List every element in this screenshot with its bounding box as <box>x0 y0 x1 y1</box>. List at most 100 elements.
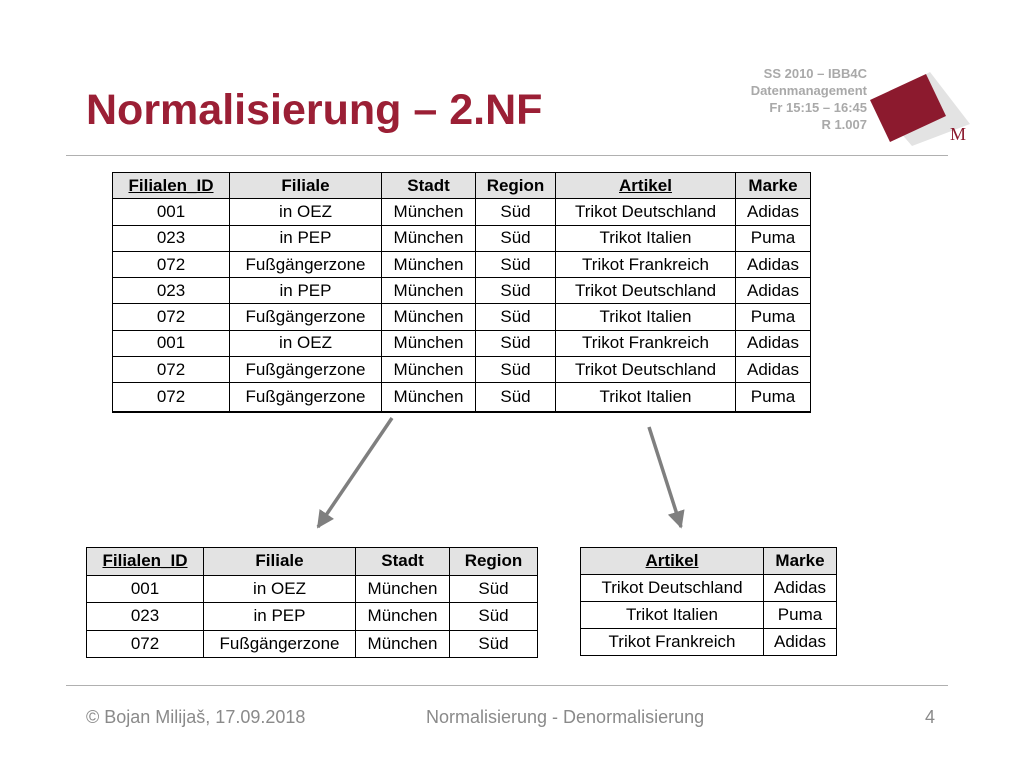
arrow-to-filiale-table <box>316 417 394 529</box>
table-cell: München <box>381 277 476 305</box>
column-header: Filiale <box>229 171 382 200</box>
table-cell: 072 <box>112 250 230 279</box>
table-row: 072 Fußgängerzone München Süd Trikot Deutsch… <box>112 356 811 384</box>
footer-topic: Normalisierung - Denormalisierung <box>426 707 705 727</box>
table-header-row: Filialen_ID Filiale Stadt Region Artikel… <box>112 171 811 200</box>
table-row: 023 in PEP München Süd <box>86 602 538 631</box>
table-cell: Trikot Frankreich <box>555 329 736 358</box>
column-header: Stadt <box>355 547 450 576</box>
table-cell: Trikot Italien <box>555 224 736 252</box>
table-cell: Süd <box>449 629 538 658</box>
page-title: Normalisierung – 2.NF <box>86 86 543 134</box>
table-cell: 001 <box>112 329 230 358</box>
table-cell: 023 <box>86 602 204 631</box>
table-cell: 023 <box>112 277 230 305</box>
university-logo: M <box>870 72 970 146</box>
table-cell: München <box>355 574 450 603</box>
table-cell: Fußgängerzone <box>229 250 382 279</box>
table-cell: Süd <box>475 224 556 252</box>
table-cell: Adidas <box>763 574 837 602</box>
table-cell: Puma <box>735 303 811 331</box>
column-header: Artikel <box>555 171 736 200</box>
table-cell: Süd <box>449 602 538 631</box>
table-cell: in OEZ <box>229 198 382 226</box>
table-cell: Trikot Deutschland <box>555 277 736 305</box>
table-cell: Süd <box>475 356 556 384</box>
table-cell: Trikot Italien <box>555 303 736 331</box>
table-cell: Süd <box>449 574 538 603</box>
table-cell: Trikot Deutschland <box>555 198 736 226</box>
table-cell: Puma <box>735 382 811 414</box>
column-header: Region <box>449 547 538 576</box>
table-body: 001 in OEZ München Süd 023 in PEP München Süd 07… <box>86 574 538 658</box>
table-cell: Puma <box>735 224 811 252</box>
table-cell: 023 <box>112 224 230 252</box>
table-cell: Fußgängerzone <box>229 356 382 384</box>
table-row: 072 Fußgängerzone München Süd Trikot Italien… <box>112 303 811 331</box>
table-cell: in PEP <box>229 224 382 252</box>
table-cell: Adidas <box>735 329 811 358</box>
table-cell: in OEZ <box>203 574 356 603</box>
table-cell: Adidas <box>763 628 837 656</box>
table-row: 072 Fußgängerzone München Süd <box>86 629 538 658</box>
table-body: 001 in OEZ München Süd Trikot Deutschland Adi… <box>112 198 811 414</box>
table-row: Trikot Italien Puma <box>580 601 837 629</box>
table-cell: Trikot Deutschland <box>580 574 764 602</box>
table-header-row: Filialen_ID Filiale Stadt Region <box>86 547 538 576</box>
table-cell: in PEP <box>229 277 382 305</box>
table-cell: München <box>381 356 476 384</box>
table-cell: 001 <box>86 574 204 603</box>
table-cell: 072 <box>112 356 230 384</box>
table-cell: 072 <box>112 303 230 331</box>
table-cell: München <box>381 250 476 279</box>
course-line: Datenmanagement <box>750 83 867 98</box>
table-row: 072 Fußgängerzone München Süd Trikot Frankre… <box>112 250 811 279</box>
column-header: Region <box>475 171 556 200</box>
logo-front-shape <box>870 74 946 142</box>
table-cell: Adidas <box>735 198 811 226</box>
course-line: Fr 15:15 – 16:45 <box>769 100 867 115</box>
table-row: 023 in PEP München Süd Trikot Italien Puma <box>112 224 811 252</box>
table-cell: München <box>381 224 476 252</box>
table-cell: Süd <box>475 382 556 414</box>
table-cell: Adidas <box>735 250 811 279</box>
footer-divider <box>66 685 948 686</box>
table-cell: Trikot Frankreich <box>555 250 736 279</box>
table-row: 001 in OEZ München Süd Trikot Frankreich Adid… <box>112 329 811 358</box>
table-cell: Trikot Frankreich <box>580 628 764 656</box>
table-cell: Adidas <box>735 356 811 384</box>
table-row: Trikot Frankreich Adidas <box>580 628 837 656</box>
page-number: 4 <box>925 707 936 727</box>
table-cell: Fußgängerzone <box>203 629 356 658</box>
footer-author: © Bojan Milijaš, 17.09.2018 <box>86 707 306 727</box>
table-cell: 072 <box>112 382 230 414</box>
header-divider <box>66 155 948 156</box>
table-row: 001 in OEZ München Süd Trikot Deutschland Adi… <box>112 198 811 226</box>
table-cell: München <box>381 329 476 358</box>
table-cell: Trikot Deutschland <box>555 356 736 384</box>
table-cell: in OEZ <box>229 329 382 358</box>
column-header: Filialen_ID <box>86 547 204 576</box>
column-header: Filiale <box>203 547 356 576</box>
unnormalized-table: Filialen_ID Filiale Stadt Region Artikel… <box>112 171 811 414</box>
table-cell: 072 <box>86 629 204 658</box>
table-cell: München <box>381 198 476 226</box>
column-header: Artikel <box>580 547 764 575</box>
column-header: Marke <box>763 547 837 575</box>
table-cell: München <box>381 382 476 414</box>
table-cell: 001 <box>112 198 230 226</box>
table-cell: Fußgängerzone <box>229 303 382 331</box>
table-cell: Süd <box>475 250 556 279</box>
table-cell: Süd <box>475 329 556 358</box>
table-cell: Süd <box>475 277 556 305</box>
table-cell: Adidas <box>735 277 811 305</box>
table-cell: München <box>381 303 476 331</box>
table-cell: Trikot Italien <box>555 382 736 414</box>
artikel-table: Artikel Marke Trikot Deutschland Adidas Tr… <box>580 547 837 656</box>
table-row: 001 in OEZ München Süd <box>86 574 538 603</box>
column-header: Filialen_ID <box>112 171 230 200</box>
course-line: SS 2010 – IBB4C <box>763 66 867 81</box>
course-info: SS 2010 – IBB4C Datenmanagement Fr 15:15… <box>751 65 867 133</box>
filiale-table: Filialen_ID Filiale Stadt Region 001 in O… <box>86 547 538 658</box>
table-row: Trikot Deutschland Adidas <box>580 574 837 602</box>
